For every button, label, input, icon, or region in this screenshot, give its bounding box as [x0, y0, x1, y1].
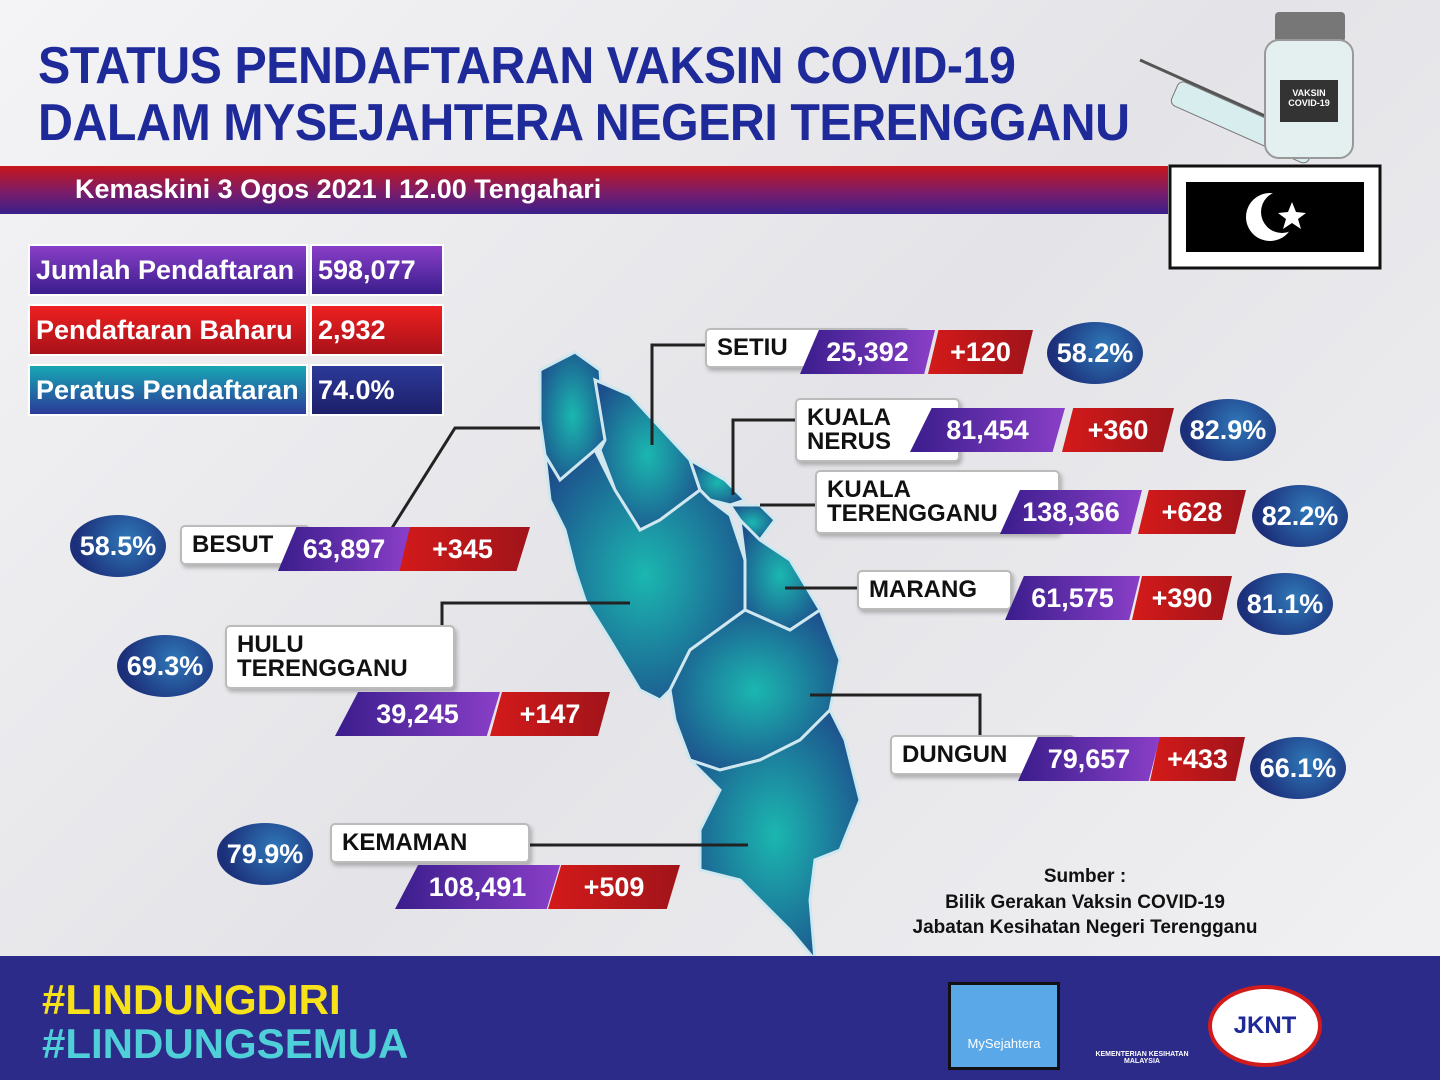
district-label: BESUT: [180, 525, 310, 565]
district-name: MARANG: [869, 576, 977, 603]
new-registrations: +433: [1150, 737, 1245, 781]
district-name: KUALA: [827, 476, 911, 503]
new-registrations: +509: [548, 865, 680, 909]
district-name: DUNGUN: [902, 741, 1008, 768]
district-label: DUNGUN: [890, 735, 1075, 775]
vial-label: VAKSIN COVID-19: [1288, 88, 1330, 108]
source-heading: Sumber :: [1043, 866, 1127, 887]
terengganu-map: [538, 350, 862, 965]
registration-percent: 82.2%: [1252, 485, 1348, 547]
total-registrations: 81,454: [910, 408, 1065, 452]
district-label: HULU TERENGGANU: [225, 625, 455, 689]
registration-percent: 82.9%: [1180, 399, 1276, 461]
district-name: KUALA: [807, 404, 891, 431]
total-registrations: 25,392: [800, 330, 935, 374]
star: [1278, 202, 1306, 229]
registration-percent: 79.9%: [217, 823, 313, 885]
update-band: [0, 166, 1168, 214]
summary-value: 598,077: [310, 244, 444, 296]
new-registrations: +360: [1062, 408, 1174, 452]
kemaman-area: [688, 707, 862, 965]
district-name: TERENGGANU: [237, 655, 408, 682]
registration-percent: 58.2%: [1047, 322, 1143, 384]
district-name: HULU: [237, 631, 304, 658]
new-registrations: +390: [1132, 576, 1232, 620]
connectors: [390, 343, 982, 847]
district-name: TERENGGANU: [827, 500, 998, 527]
new-registrations: +345: [395, 527, 530, 571]
summary-label: Pendaftaran Baharu: [28, 304, 308, 356]
total-registrations: 79,657: [1018, 737, 1160, 781]
footer-band: [0, 956, 1440, 1080]
title-line: STATUS PENDAFTARAN VAKSIN COVID-19: [38, 37, 1016, 95]
total-registrations: 63,897: [278, 527, 410, 571]
vaccine-illustration: [1139, 12, 1354, 164]
summary-value: 74.0%: [310, 364, 444, 416]
source-line: Bilik Gerakan Vaksin COVID-19: [945, 892, 1225, 913]
registration-percent: 66.1%: [1250, 737, 1346, 799]
summary-label: Jumlah Pendaftaran: [28, 244, 308, 296]
title-line: DALAM MYSEJAHTERA NEGERI TERENGGANU: [38, 94, 1130, 152]
jknt-logo: JKNT: [1208, 985, 1322, 1067]
district-name: BESUT: [192, 531, 274, 558]
registration-percent: 81.1%: [1237, 573, 1333, 635]
district-name: SETIU: [717, 334, 788, 361]
total-registrations: 108,491: [395, 865, 560, 909]
summary-value: 2,932: [310, 304, 444, 356]
district-label: MARANG: [857, 570, 1012, 610]
district-label: KEMAMAN: [330, 823, 530, 863]
new-registrations: +628: [1138, 490, 1246, 534]
total-registrations: 138,366: [1000, 490, 1142, 534]
hashtag: #LINDUNGDIRI: [42, 976, 341, 1023]
district-name: KEMAMAN: [342, 829, 468, 856]
update-text: Kemaskini 3 Ogos 2021 I 12.00 Tengahari: [75, 174, 602, 204]
total-registrations: 61,575: [1005, 576, 1140, 620]
kkm-logo: KEMENTERIAN KESIHATAN MALAYSIA: [1095, 1051, 1189, 1065]
source-line: Jabatan Kesihatan Negeri Terengganu: [912, 917, 1258, 938]
district-name: NERUS: [807, 428, 892, 455]
hashtag: #LINDUNGSEMUA: [42, 1020, 409, 1067]
summary-label: Peratus Pendaftaran: [28, 364, 308, 416]
new-registrations: +120: [928, 330, 1033, 374]
total-registrations: 39,245: [335, 692, 500, 736]
registration-percent: 58.5%: [70, 515, 166, 577]
registration-percent: 69.3%: [117, 635, 213, 697]
new-registrations: +147: [490, 692, 610, 736]
mysejahtera-logo: MySejahtera: [948, 982, 1060, 1070]
